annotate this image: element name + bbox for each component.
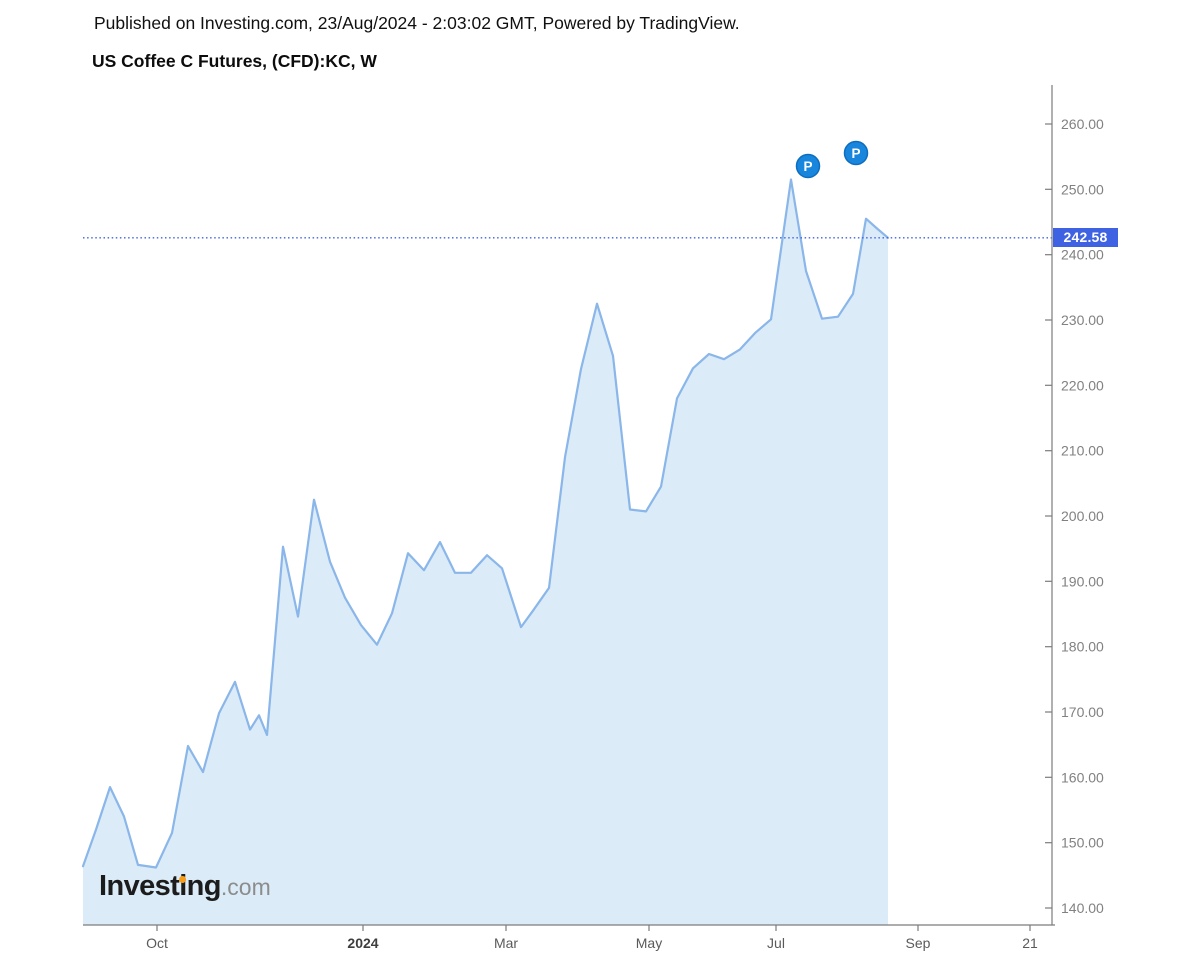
y-axis-label: 180.00	[1061, 639, 1104, 655]
y-axis-label: 250.00	[1061, 181, 1104, 197]
chart-title: US Coffee C Futures, (CFD):KC, W	[92, 51, 377, 71]
investing-logo-suffix: .com	[220, 874, 271, 900]
y-axis-label: 200.00	[1061, 508, 1104, 524]
p-marker-glyph: P	[803, 159, 812, 174]
axes	[83, 85, 1055, 926]
price-line	[81, 178, 890, 869]
x-axis-label: Sep	[906, 935, 931, 951]
price-scale[interactable]: 260.00 250.00 240.00 230.00 220.00 210.00 200.…	[1045, 116, 1104, 916]
y-axis-label: 220.00	[1061, 377, 1104, 393]
x-axis-label: Oct	[146, 935, 168, 951]
y-axis-label: 260.00	[1061, 116, 1104, 132]
y-axis-label: 230.00	[1061, 312, 1104, 328]
area-fill	[83, 179, 888, 925]
p-marker-circle[interactable]	[795, 153, 821, 179]
investing-logo-text: Investing	[99, 870, 222, 902]
p-marker[interactable]: P	[843, 140, 869, 166]
y-axis-label: 140.00	[1061, 900, 1104, 916]
time-scale[interactable]: Oct 2024 Mar May Jul Sep 21	[146, 925, 1038, 951]
published-line: Published on Investing.com, 23/Aug/2024 …	[94, 13, 740, 33]
y-axis-label: 170.00	[1061, 704, 1104, 720]
y-axis-label: 150.00	[1061, 835, 1104, 851]
y-axis-label: 160.00	[1061, 769, 1104, 785]
x-axis-label: May	[636, 935, 662, 951]
p-marker-glyph: P	[851, 146, 860, 161]
y-axis-label: 190.00	[1061, 573, 1104, 589]
y-axis-label: 240.00	[1061, 247, 1104, 263]
x-axis-label: Mar	[494, 935, 518, 951]
x-axis-label: Jul	[767, 935, 785, 951]
x-axis-label: 21	[1022, 935, 1038, 951]
p-marker-circle[interactable]	[843, 140, 869, 166]
investing-logo: Investing.com	[99, 867, 271, 905]
last-price-badge: 242.58	[1053, 228, 1118, 247]
y-axis-label: 210.00	[1061, 443, 1104, 459]
p-marker[interactable]: P	[795, 153, 821, 179]
x-axis-label: 2024	[347, 935, 378, 951]
